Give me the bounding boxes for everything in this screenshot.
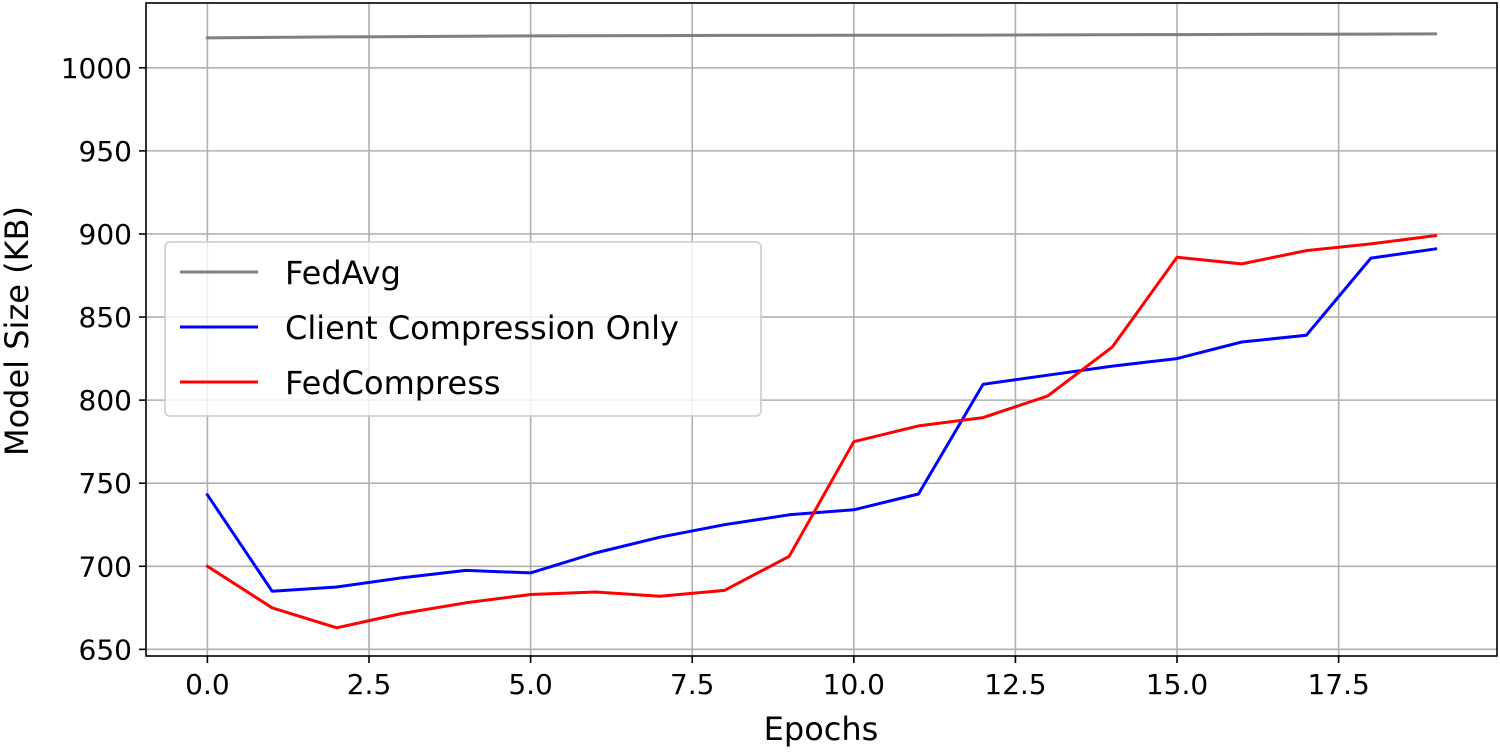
legend-label: Client Compression Only (285, 309, 679, 347)
y-tick-label: 650 (79, 633, 132, 666)
series-line-fedcompress (205, 233, 1438, 630)
y-tick-label: 750 (79, 467, 132, 500)
x-tick-label: 7.5 (670, 668, 715, 701)
y-tick-label: 900 (79, 218, 132, 251)
y-tick-label: 950 (79, 135, 132, 168)
x-tick-label: 5.0 (508, 668, 553, 701)
legend-label: FedAvg (285, 254, 401, 292)
y-tick-label: 700 (79, 550, 132, 583)
x-tick-label: 15.0 (1146, 668, 1208, 701)
x-tick-label: 10.0 (823, 668, 885, 701)
y-tick-label: 1000 (61, 52, 132, 85)
legend: FedAvg Client Compression Only FedCompress (164, 241, 762, 417)
series-lines (205, 32, 1438, 630)
tick-labels: 0.0 2.5 5.0 7.5 10.0 12.5 15.0 17.5 650 700 750 800… (61, 52, 1370, 701)
legend-label: FedCompress (285, 364, 501, 402)
x-axis-title: Epochs (764, 710, 879, 748)
series-line-client-compression-only (205, 247, 1438, 593)
x-tick-label: 0.0 (185, 668, 230, 701)
series-line-fedavg (205, 32, 1438, 40)
y-tick-label: 800 (79, 384, 132, 417)
x-tick-label: 12.5 (984, 668, 1046, 701)
legend-box (164, 241, 762, 417)
y-axis-title: Model Size (KB) (0, 206, 36, 456)
plot-frame (145, 2, 1498, 657)
y-tick-label: 850 (79, 301, 132, 334)
x-tick-label: 17.5 (1307, 668, 1369, 701)
x-tick-label: 2.5 (347, 668, 392, 701)
axes (139, 2, 1498, 663)
